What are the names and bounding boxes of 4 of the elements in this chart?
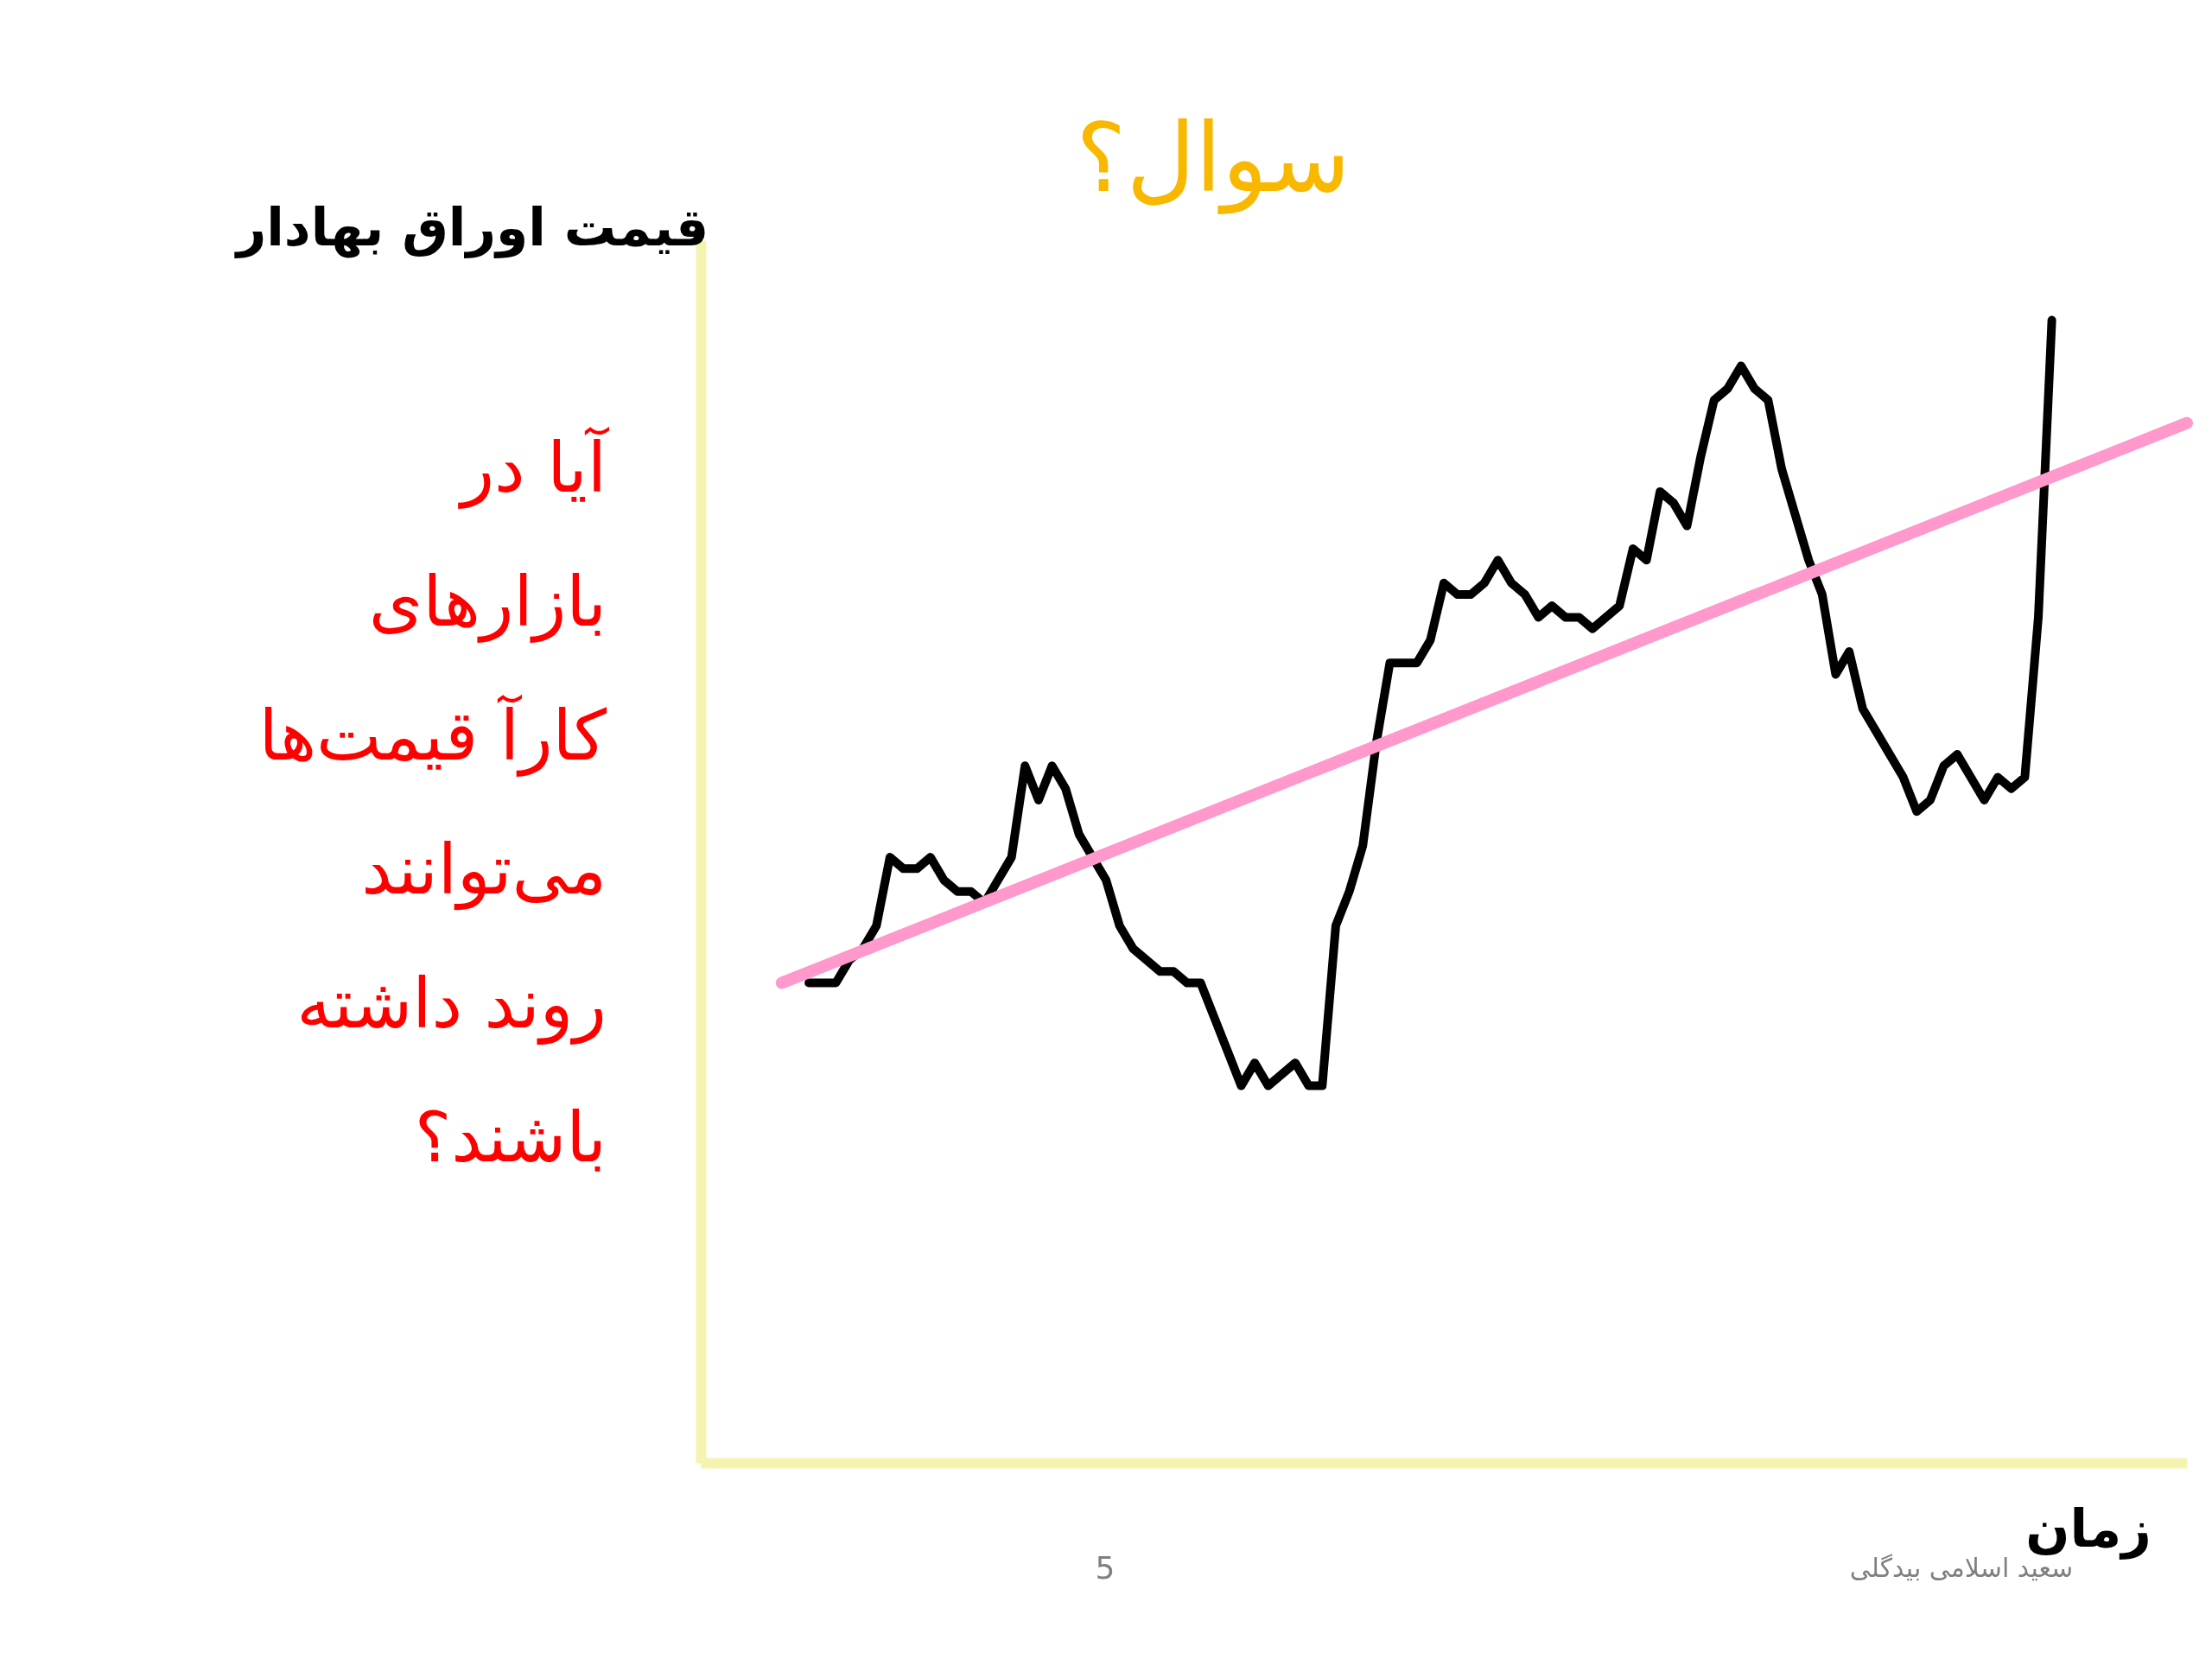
y-axis-title: قیمت اوراق بهادار — [233, 197, 709, 258]
chart-title: سوال؟ — [1076, 103, 1351, 214]
text: 5 — [1095, 1550, 1116, 1586]
text: آیا در بازارهای کارآ قیمت‌ها می‌توانند روند داشته باشند؟ — [258, 426, 610, 1178]
